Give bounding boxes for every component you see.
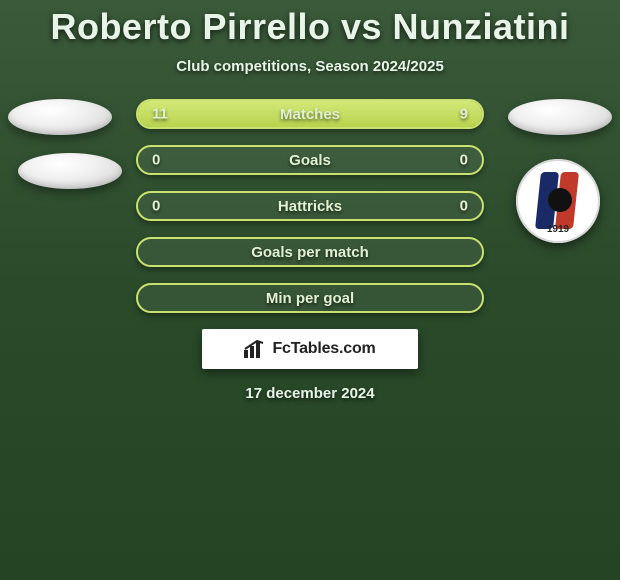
stat-value-right: 0 <box>460 152 468 169</box>
brand-label: FcTables.com <box>272 340 375 358</box>
stat-label: Hattricks <box>278 198 342 215</box>
page-title: Roberto Pirrello vs Nunziatini <box>0 6 620 48</box>
page-subtitle: Club competitions, Season 2024/2025 <box>0 58 620 75</box>
stat-label: Matches <box>280 106 340 123</box>
club-badge-year: 1919 <box>516 224 600 235</box>
stat-bar: 0 0 Hattricks <box>136 191 484 221</box>
player-right-placeholder <box>508 99 612 135</box>
stat-bar: 0 0 Goals <box>136 145 484 175</box>
stat-bars: 11 9 Matches 0 0 Goals 0 0 Hattricks Goals per ma… <box>136 99 484 313</box>
club-badge-right: 1919 <box>516 159 600 243</box>
comparison-card: Roberto Pirrello vs Nunziatini Club comp… <box>0 0 620 402</box>
stat-label: Goals per match <box>251 244 369 261</box>
chart-area: 1919 11 9 Matches 0 0 Goals 0 0 Hattricks Goals p… <box>0 99 620 313</box>
player-left-placeholder-1 <box>8 99 112 135</box>
stat-label: Goals <box>289 152 331 169</box>
stat-bar: Min per goal <box>136 283 484 313</box>
datestamp: 17 december 2024 <box>0 385 620 402</box>
chart-icon <box>244 340 266 358</box>
stat-bar: Goals per match <box>136 237 484 267</box>
stat-value-left: 0 <box>152 152 160 169</box>
player-left-placeholder-2 <box>18 153 122 189</box>
stat-value-right: 0 <box>460 198 468 215</box>
brand-box: FcTables.com <box>202 329 418 369</box>
stat-label: Min per goal <box>266 290 354 307</box>
stat-value-left: 0 <box>152 198 160 215</box>
stat-value-left: 11 <box>152 106 168 123</box>
stat-value-right: 9 <box>460 106 468 123</box>
stat-bar: 11 9 Matches <box>136 99 484 129</box>
